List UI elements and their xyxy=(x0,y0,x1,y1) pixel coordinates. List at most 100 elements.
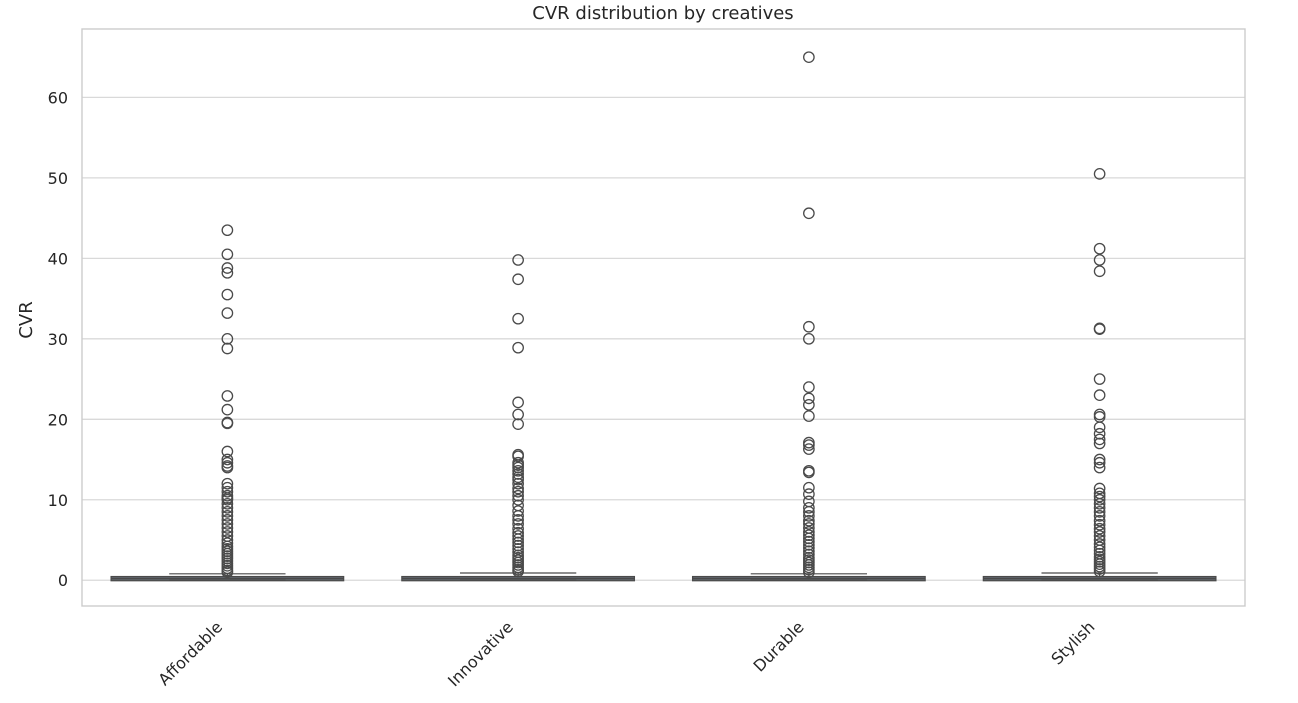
outlier-point-durable-1 xyxy=(803,207,815,220)
box-durable xyxy=(691,573,926,582)
outlier-point-affordable-29 xyxy=(221,522,234,534)
outlier-point-stylish-3 xyxy=(1093,265,1106,278)
outlier-point-stylish-25 xyxy=(1093,514,1106,527)
outlier-point-innovative-28 xyxy=(512,530,524,542)
outlier-point-affordable-22 xyxy=(221,493,234,506)
outlier-point-innovative-17 xyxy=(512,482,524,495)
outlier-point-stylish-27 xyxy=(1093,522,1106,535)
outlier-point-stylish-15 xyxy=(1093,456,1106,469)
outlier-point-innovative-23 xyxy=(512,510,524,522)
outlier-point-durable-7 xyxy=(803,410,815,422)
outlier-point-stylish-33 xyxy=(1093,544,1106,557)
outlier-point-affordable-5 xyxy=(221,307,234,319)
outlier-point-affordable-28 xyxy=(221,518,234,530)
outlier-point-affordable-17 xyxy=(221,477,234,490)
outliers-affordable xyxy=(221,224,234,579)
outlier-point-durable-2 xyxy=(803,320,815,333)
outlier-point-affordable-16 xyxy=(221,461,234,474)
y-tick-label-0: 0 xyxy=(58,571,68,590)
y-tick-label-60: 60 xyxy=(48,88,68,107)
outlier-point-innovative-19 xyxy=(512,489,524,502)
outlier-point-affordable-2 xyxy=(221,262,234,274)
outlier-point-affordable-23 xyxy=(221,497,234,510)
outlier-point-innovative-24 xyxy=(512,514,524,526)
outlier-point-stylish-28 xyxy=(1093,526,1106,538)
outlier-point-stylish-10 xyxy=(1093,421,1106,434)
outlier-point-durable-27 xyxy=(803,542,815,554)
outlier-point-innovative-16 xyxy=(512,477,524,490)
outlier-point-stylish-24 xyxy=(1093,510,1106,522)
outlier-point-stylish-41 xyxy=(1093,565,1106,578)
outlier-point-durable-4 xyxy=(803,381,815,393)
outlier-point-affordable-0 xyxy=(221,224,234,237)
outlier-point-stylish-32 xyxy=(1093,541,1106,554)
outlier-points xyxy=(221,51,1106,579)
outlier-point-durable-19 xyxy=(803,514,815,527)
outlier-point-stylish-7 xyxy=(1093,389,1106,402)
outlier-point-stylish-26 xyxy=(1093,518,1106,531)
outlier-point-affordable-3 xyxy=(221,266,234,279)
outlier-point-affordable-8 xyxy=(221,390,234,402)
outlier-point-durable-5 xyxy=(803,392,815,405)
outlier-point-durable-14 xyxy=(803,488,815,500)
y-tick-label-40: 40 xyxy=(48,249,68,268)
outlier-point-innovative-4 xyxy=(512,396,524,409)
outlier-point-durable-22 xyxy=(803,526,815,538)
outlier-point-stylish-0 xyxy=(1093,168,1106,180)
outlier-point-affordable-4 xyxy=(221,288,234,301)
outlier-point-stylish-2 xyxy=(1093,254,1106,266)
outlier-point-innovative-3 xyxy=(512,341,524,354)
outlier-point-innovative-8 xyxy=(512,450,524,463)
plot-frame xyxy=(81,28,1246,607)
outlier-point-durable-0 xyxy=(803,51,815,64)
outlier-point-durable-36 xyxy=(803,566,815,579)
outlier-point-stylish-13 xyxy=(1093,437,1106,450)
y-tick-label-10: 10 xyxy=(48,491,68,510)
chart-title: CVR distribution by creatives xyxy=(532,3,793,24)
outlier-point-innovative-1 xyxy=(512,273,524,286)
outlier-point-durable-12 xyxy=(803,466,815,479)
y-tick-label-30: 30 xyxy=(48,330,68,349)
outlier-point-stylish-16 xyxy=(1093,461,1106,474)
outlier-point-durable-23 xyxy=(803,529,815,542)
outlier-point-innovative-41 xyxy=(512,565,524,578)
outlier-point-innovative-30 xyxy=(512,536,524,549)
outlier-point-innovative-11 xyxy=(512,461,524,474)
outlier-point-durable-25 xyxy=(803,535,815,548)
outlier-point-innovative-5 xyxy=(512,408,524,421)
outlier-point-innovative-29 xyxy=(512,533,524,546)
outlier-point-affordable-25 xyxy=(221,505,234,518)
outlier-point-affordable-13 xyxy=(221,453,234,466)
outlier-point-affordable-26 xyxy=(221,510,234,522)
outlier-point-innovative-0 xyxy=(512,254,524,266)
outlier-point-durable-13 xyxy=(803,481,815,494)
outlier-point-stylish-5 xyxy=(1093,323,1106,336)
outlier-point-innovative-12 xyxy=(512,464,524,477)
outlier-point-affordable-12 xyxy=(221,445,234,458)
outlier-point-innovative-31 xyxy=(512,539,524,552)
outlier-point-stylish-6 xyxy=(1093,373,1106,385)
y-tick-label-50: 50 xyxy=(48,169,68,188)
outlier-point-durable-9 xyxy=(803,439,815,451)
outlier-point-durable-10 xyxy=(803,443,815,455)
outliers-stylish xyxy=(1093,168,1106,578)
outlier-point-innovative-32 xyxy=(512,543,524,555)
outlier-point-durable-6 xyxy=(803,398,815,411)
outlier-point-affordable-19 xyxy=(221,485,234,498)
outlier-point-innovative-27 xyxy=(512,526,524,539)
y-tick-label-20: 20 xyxy=(48,410,68,429)
outlier-point-affordable-30 xyxy=(221,526,234,538)
outlier-point-stylish-29 xyxy=(1093,530,1106,542)
outlier-point-innovative-6 xyxy=(512,418,524,430)
outlier-point-innovative-13 xyxy=(512,468,524,480)
grid-lines xyxy=(82,96,1245,581)
outlier-point-durable-16 xyxy=(803,501,815,514)
outlier-point-innovative-25 xyxy=(512,518,524,530)
outlier-point-stylish-11 xyxy=(1093,427,1106,440)
outlier-point-affordable-24 xyxy=(221,501,234,514)
outlier-point-innovative-22 xyxy=(512,505,524,517)
outlier-point-affordable-11 xyxy=(221,417,234,430)
outlier-point-affordable-6 xyxy=(221,332,234,345)
